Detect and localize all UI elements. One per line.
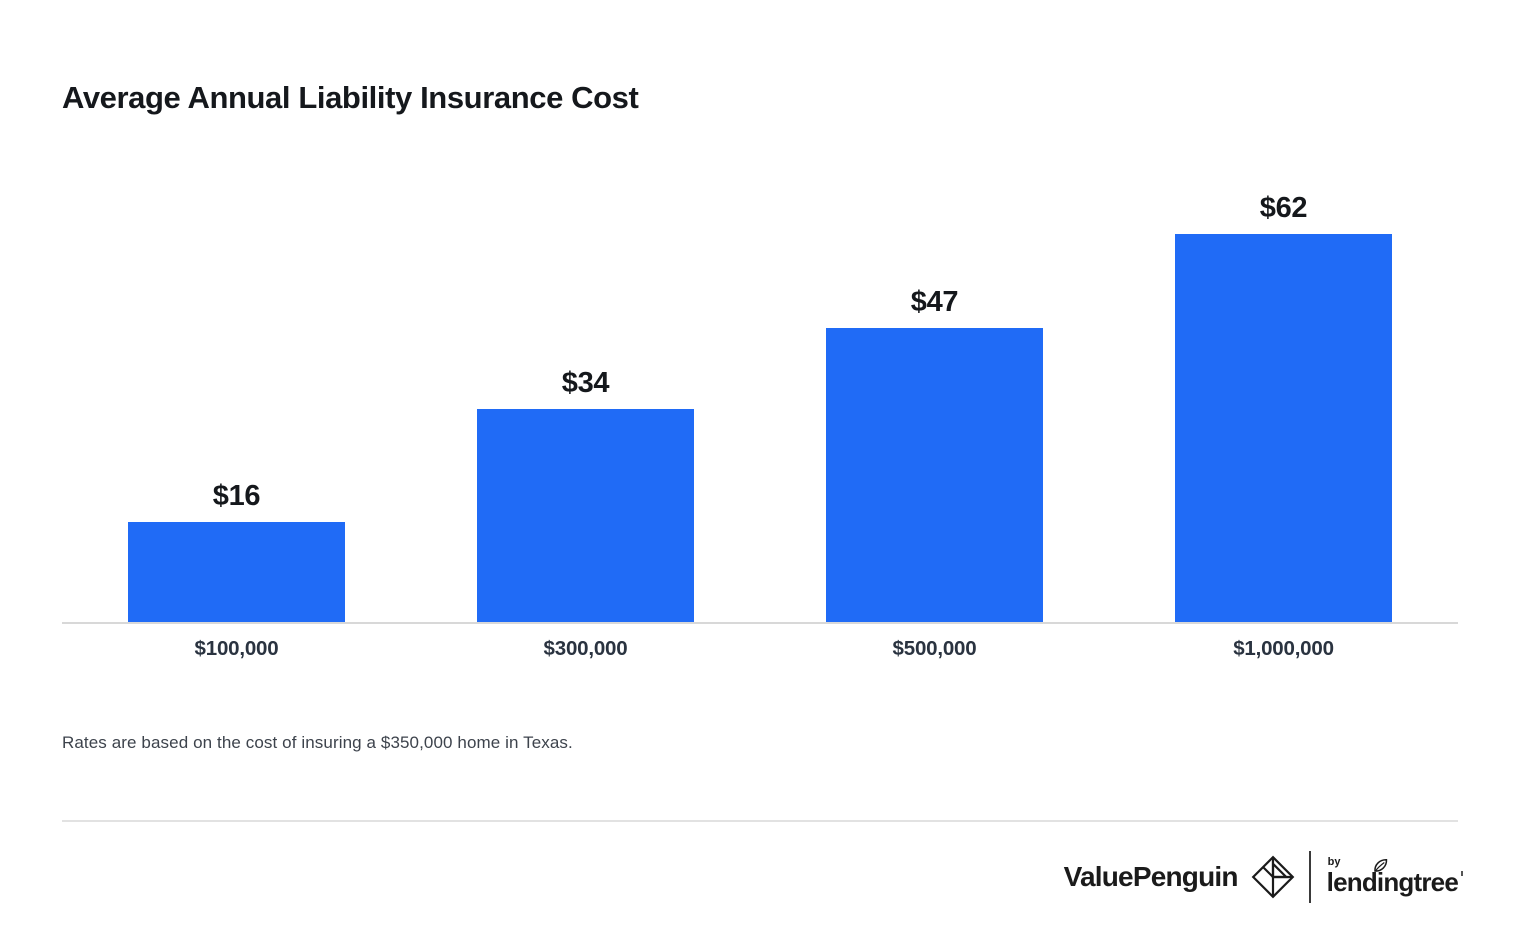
bar	[1175, 234, 1392, 622]
valuepenguin-origami-penguin-icon	[1251, 854, 1295, 900]
by-label: by	[1327, 856, 1341, 868]
x-tick-label: $1,000,000	[1233, 637, 1334, 660]
x-tick-label: $500,000	[892, 637, 977, 660]
bar-value-label: $62	[1259, 192, 1308, 224]
footer-branding: ValuePenguin by lendingtree	[1063, 846, 1463, 908]
trademark-tick	[1461, 871, 1463, 876]
bar	[477, 409, 694, 622]
bar-group: $34	[411, 367, 760, 622]
bar-group: $16	[62, 480, 411, 622]
chart-title: Average Annual Liability Insurance Cost	[62, 80, 639, 115]
x-axis-tick-row: $100,000 $300,000 $500,000 $1,000,000	[62, 637, 1458, 661]
bar	[826, 328, 1043, 622]
bar-value-label: $16	[212, 480, 261, 512]
bar-group: $62	[1109, 192, 1458, 622]
bar-value-label: $47	[910, 286, 959, 318]
bar-value-label: $34	[561, 367, 610, 399]
lendingtree-wordmark: lendingtree	[1326, 867, 1459, 897]
x-axis-line	[62, 622, 1458, 624]
bar-chart: $16 $34 $47 $62 $100,000 $300,000 $500,000 $1,…	[62, 150, 1458, 661]
lendingtree-logo: by lendingtree	[1326, 856, 1463, 898]
logo-separator	[1308, 851, 1311, 903]
leaf-icon	[1373, 858, 1387, 872]
chart-footnote: Rates are based on the cost of insuring …	[62, 733, 573, 752]
valuepenguin-wordmark: ValuePenguin	[1063, 861, 1239, 892]
chart-plot-area: $16 $34 $47 $62	[62, 150, 1458, 622]
x-tick-label: $100,000	[194, 637, 279, 660]
bar-group: $47	[760, 286, 1109, 622]
x-tick-label: $300,000	[543, 637, 628, 660]
bar	[128, 522, 345, 622]
footer-divider	[62, 820, 1458, 822]
